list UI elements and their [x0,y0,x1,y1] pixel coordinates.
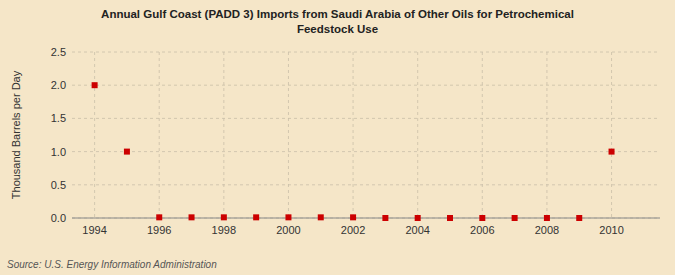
point [253,214,259,220]
x-grid-line [417,52,418,218]
x-tick-label: 1994 [82,224,106,236]
title-line: Annual Gulf Coast (PADD 3) Imports from … [101,8,574,20]
point [92,82,98,88]
title-line: Feedstock Use [297,23,378,35]
point [382,215,388,221]
point [609,149,615,155]
x-grid-line [223,52,224,218]
x-tick-label: 1996 [147,224,171,236]
y-tick-label: 1.0 [51,146,66,158]
x-grid-line [94,52,95,218]
y-tick-label: 2.5 [51,46,66,58]
y-grid-line [72,184,660,185]
x-tick-label: 2000 [276,224,300,236]
point [221,214,227,220]
x-tick-label: 2002 [341,224,365,236]
y-grid-line [72,52,660,53]
point [156,214,162,220]
title: Annual Gulf Coast (PADD 3) Imports from … [101,8,574,35]
x-tick-label: 1998 [212,224,236,236]
chart: Annual Gulf Coast (PADD 3) Imports from … [0,0,675,275]
y-grid-line [72,118,660,119]
point [479,215,485,221]
y-axis-label: Thousand Barrels per Day [10,70,22,199]
y-grid-line [72,151,660,152]
point [189,214,195,220]
y-tick-label: 0.0 [51,212,66,224]
point [447,215,453,221]
grid [72,52,660,218]
point [415,215,421,221]
x-tick-label: 2008 [535,224,559,236]
x-tick-label: 2004 [405,224,429,236]
axes: 0.0 0.5 1.0 1.5 2.0 2.5 1994 1996 1998 2000 2002 20… [51,46,660,236]
point [285,214,291,220]
points [92,82,615,221]
x-tick-label: 2010 [599,224,623,236]
source-note: Source: U.S. Energy Information Administ… [7,259,217,270]
x-grid-line [611,52,612,218]
x-grid-line [482,52,483,218]
point [576,215,582,221]
x-grid-line [159,52,160,218]
point [544,215,550,221]
y-grid-line [72,85,660,86]
x-grid-line [546,52,547,218]
y-tick-label: 0.5 [51,179,66,191]
x-grid-line [288,52,289,218]
x-grid-line [353,52,354,218]
point [512,215,518,221]
y-tick-label: 1.5 [51,112,66,124]
point [124,149,130,155]
x-tick-label: 2006 [470,224,494,236]
point [318,214,324,220]
point [350,214,356,220]
y-tick-label: 2.0 [51,79,66,91]
